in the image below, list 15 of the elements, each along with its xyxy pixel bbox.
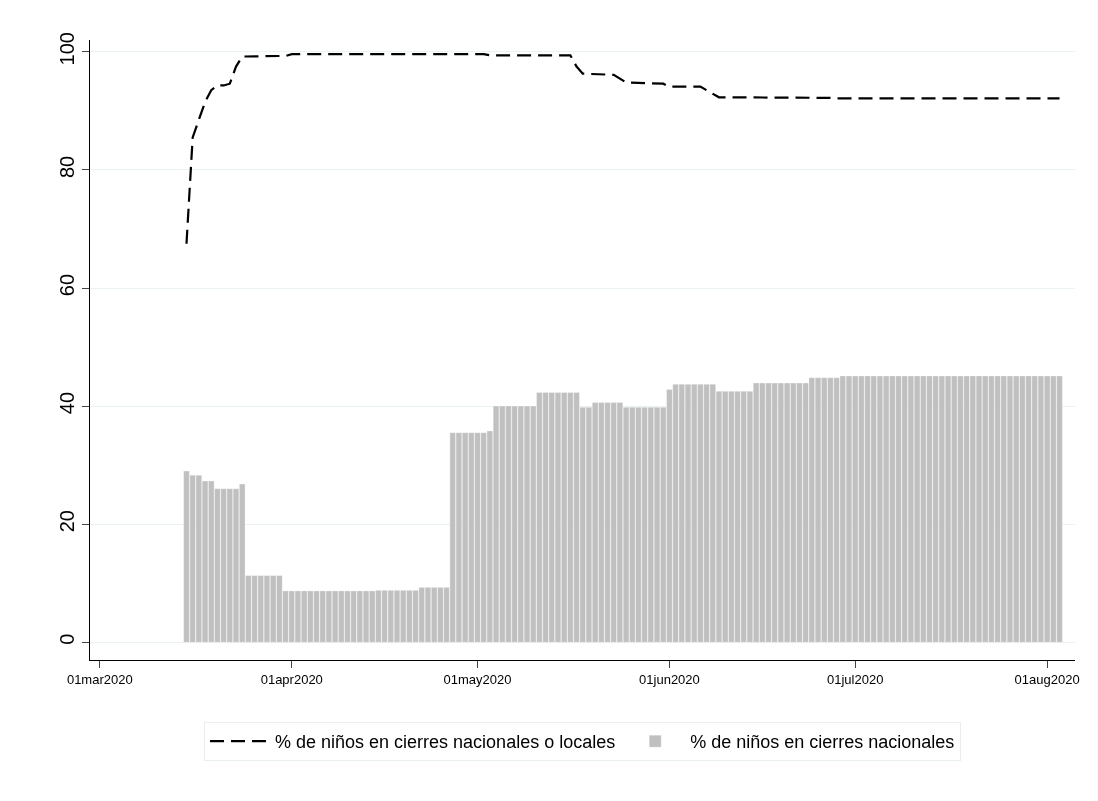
x-tick-label: 01aug2020: [1014, 671, 1080, 687]
y-tick-label: 40: [56, 391, 78, 415]
y-tick-label: 20: [56, 510, 78, 533]
legend-label: % de niños en cierres nacionales o locales: [275, 732, 616, 753]
x-tick-label: 01may2020: [443, 671, 512, 687]
x-tick-label: 01jul2020: [826, 671, 884, 687]
x-tick-label: 01mar2020: [66, 671, 133, 687]
y-tick-label: 100: [56, 32, 78, 66]
y-tick-label: 80: [56, 155, 78, 179]
y-tick-label: 0: [56, 633, 78, 645]
line-series: [185, 53, 1061, 245]
y-tick-label: 60: [56, 273, 78, 297]
x-tick-label: 01apr2020: [260, 671, 323, 687]
x-tick-label: 01jun2020: [639, 671, 700, 687]
legend-label: % de niños en cierres nacionales: [690, 732, 955, 753]
